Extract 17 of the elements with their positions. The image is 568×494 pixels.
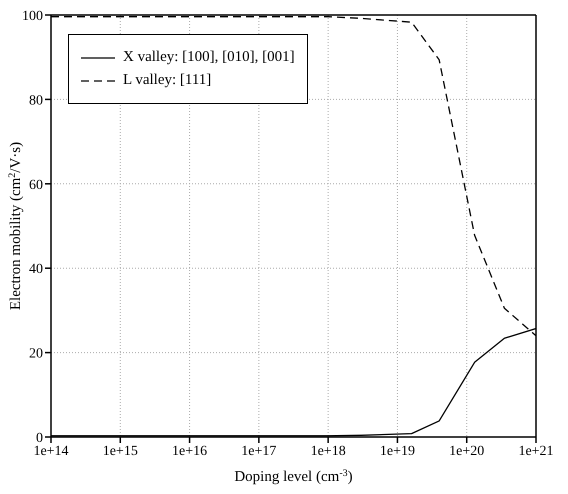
x-tick-label: 1e+19 xyxy=(380,444,415,459)
x-tick-label: 1e+18 xyxy=(310,444,346,459)
legend-label: X valley: [100], [010], [001] xyxy=(123,49,295,66)
y-tick-label: 0 xyxy=(36,430,43,446)
x-tick-label: 1e+14 xyxy=(33,444,69,459)
y-tick-label: 60 xyxy=(29,178,43,193)
y-tick-label: 80 xyxy=(29,93,43,108)
x-tick-label: 1e+15 xyxy=(102,444,138,459)
legend-label: L valley: [111] xyxy=(123,72,212,89)
y-tick-label: 40 xyxy=(29,262,43,278)
y-tick-label: 100 xyxy=(22,8,43,24)
x-tick-label: 1e+16 xyxy=(172,444,208,459)
x-tick-label: 1e+21 xyxy=(518,444,554,459)
x-tick-label: 1e+20 xyxy=(449,444,484,459)
y-tick-label: 20 xyxy=(29,346,43,362)
x-tick-label: 1e+17 xyxy=(241,444,276,459)
x-axis-title: Doping level (cm$^{-3}$) xyxy=(234,468,353,485)
